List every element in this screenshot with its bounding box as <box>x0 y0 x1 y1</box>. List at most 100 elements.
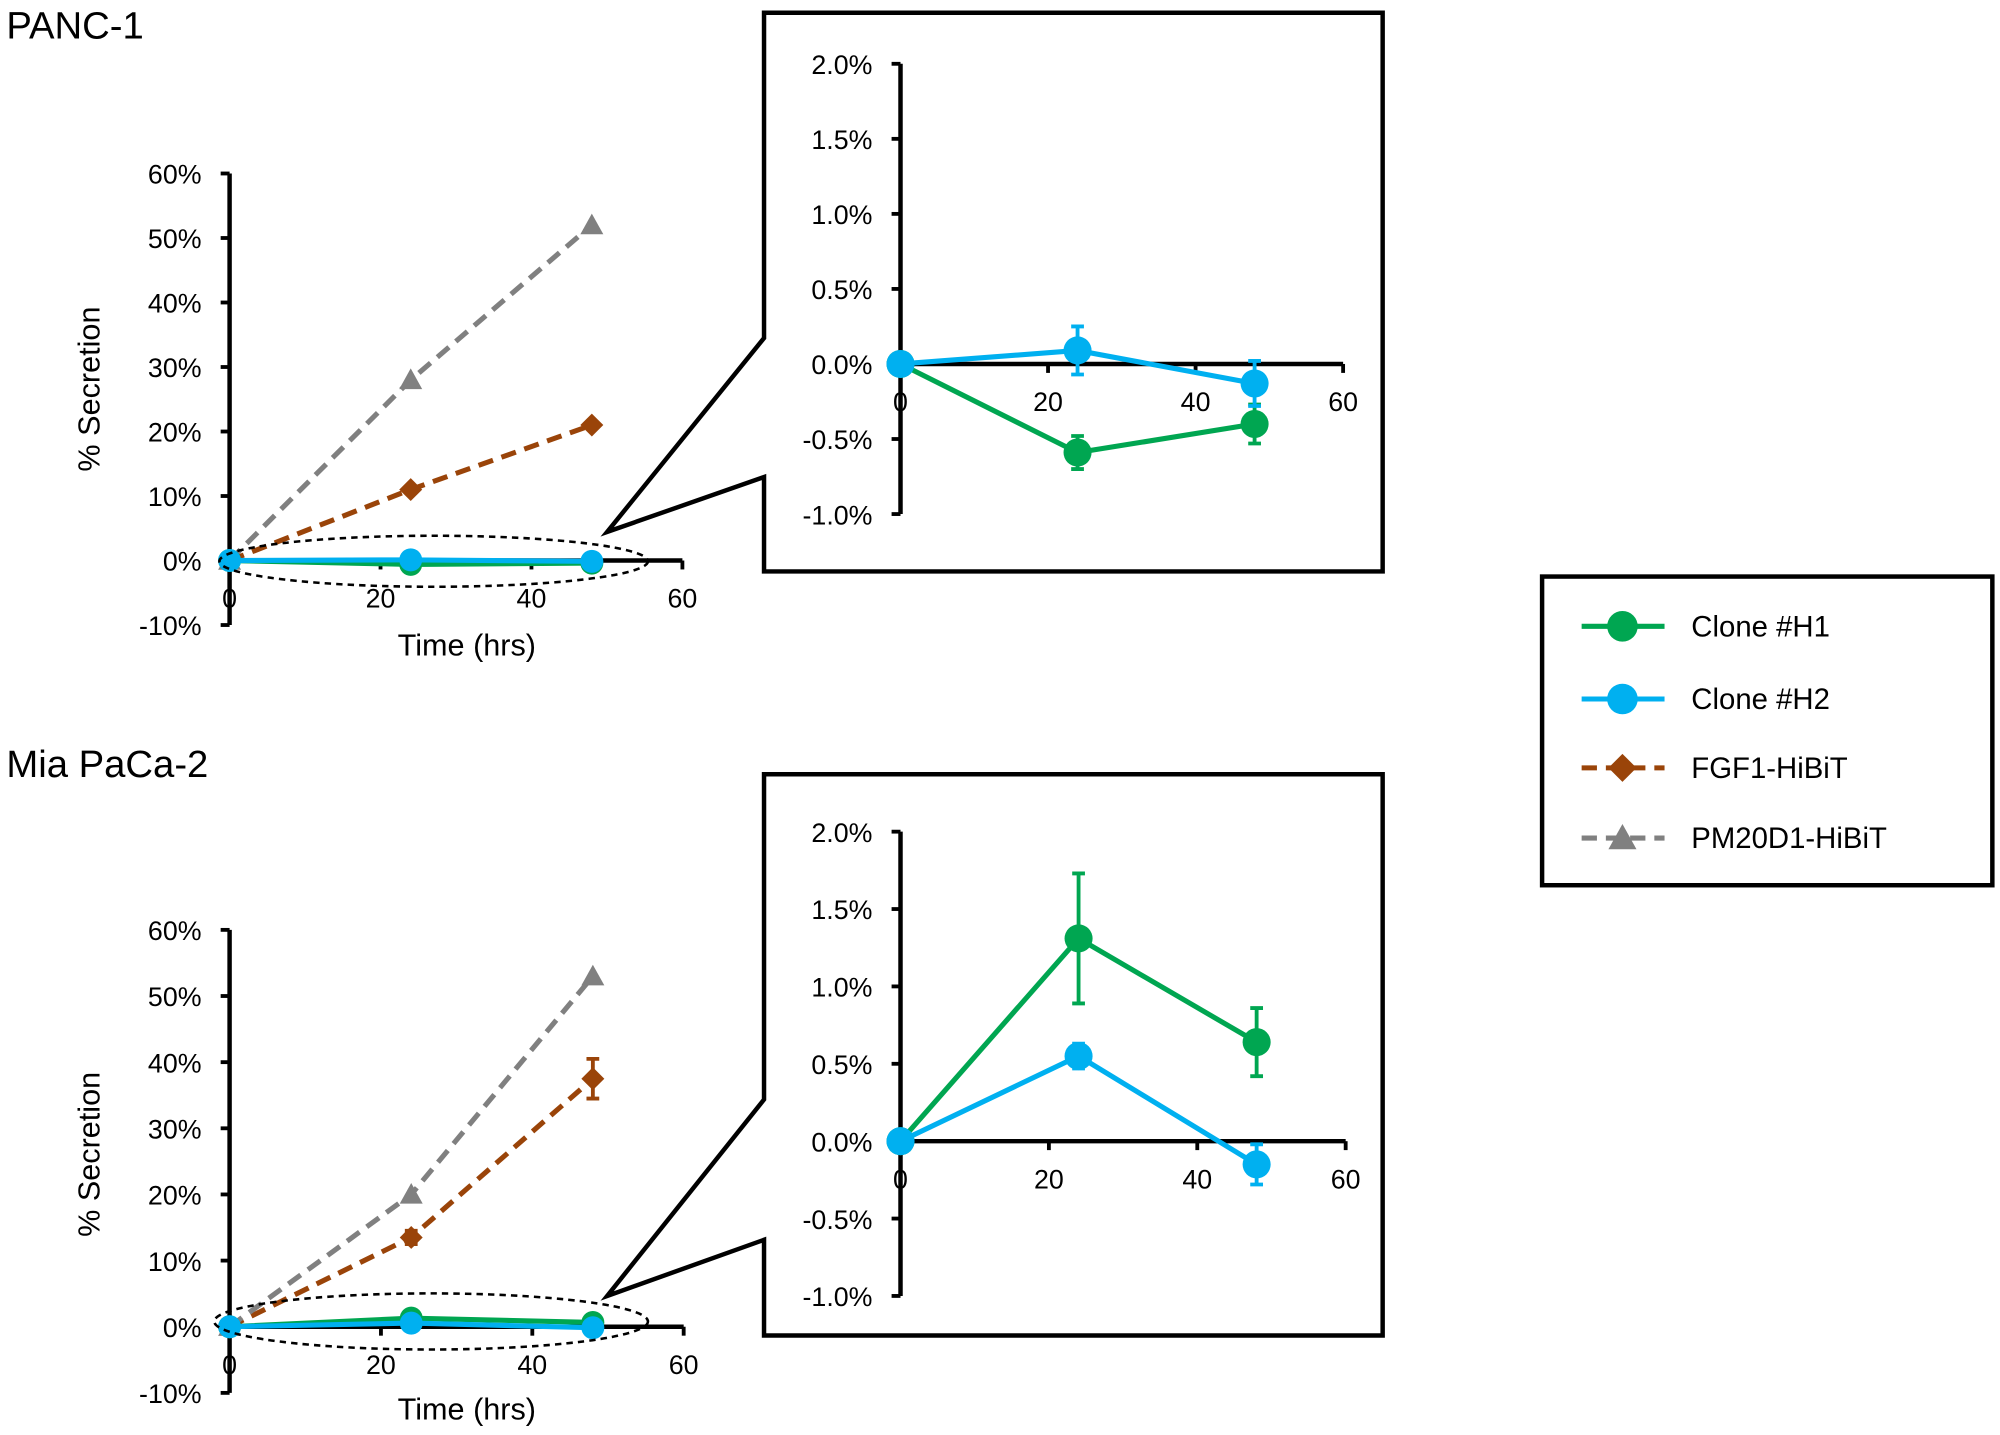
series-line-pm20d1-hibit <box>227 223 594 563</box>
y-tick-label: 50% <box>148 982 202 1012</box>
x-tick-label: 60 <box>1331 1164 1361 1194</box>
x-tick-label: 20 <box>1033 387 1063 417</box>
data-point-fgf1-hibit <box>399 1225 423 1249</box>
y-tick-label: 1.0% <box>811 973 872 1003</box>
y-tick-label: 40% <box>148 1048 202 1078</box>
x-axis-label-miapaca2: Time (hrs) <box>398 1393 536 1427</box>
y-tick-label: -10% <box>139 611 201 641</box>
y-tick-label: 1.5% <box>811 895 872 925</box>
legend-label: Clone #H1 <box>1691 611 1830 644</box>
panel-title-panc1: PANC-1 <box>6 4 143 47</box>
data-point-fgf1-hibit <box>580 413 604 437</box>
y-tick-label: 1.0% <box>811 200 872 230</box>
y-tick-label: 30% <box>148 1115 202 1145</box>
data-point-clone-h1 <box>1063 438 1092 467</box>
legend-marker-triangle <box>1608 824 1637 850</box>
y-tick-label: 60% <box>148 916 202 946</box>
data-point-clone-h1 <box>1064 924 1093 953</box>
legend-item-clone-h2: Clone #H2 <box>1581 683 1830 716</box>
y-tick-label: 0.5% <box>811 1050 872 1080</box>
plot-miapaca2-inset: 2.0% 1.5% 1.0% 0.5% 0.0% -0.5% -1.0% 0 20 40 60 <box>803 818 1361 1312</box>
data-point-clone-h2 <box>886 1127 915 1156</box>
y-tick-label: 2.0% <box>811 818 872 848</box>
inset-callout-panc1 <box>600 10 1385 574</box>
y-tick-label: -0.5% <box>803 425 873 455</box>
data-point-fgf1-hibit <box>581 1067 605 1091</box>
legend-label: PM20D1-HiBiT <box>1691 822 1887 855</box>
y-tick-label: -1.0% <box>803 1282 873 1312</box>
plot-panc1-inset: 2.0% 1.5% 1.0% 0.5% 0.0% -0.5% -1.0% 0 20 40 60 <box>803 50 1358 530</box>
y-tick-label: 40% <box>148 289 202 319</box>
x-tick-label: 40 <box>1181 387 1211 417</box>
x-tick-label: 60 <box>668 584 698 614</box>
data-point-pm20d1-hibit <box>580 213 604 235</box>
series-clone-h1 <box>886 871 1271 1156</box>
y-tick-label: 2.0% <box>811 50 872 80</box>
series-pm20d1-hibit <box>218 213 604 570</box>
y-tick-label: -10% <box>139 1379 201 1409</box>
y-axis-label-panc1: % Secretion <box>72 307 106 472</box>
zoom-region-ellipse <box>218 534 650 589</box>
y-tick-label: 0% <box>163 547 202 577</box>
legend-item-fgf1-hibit: FGF1-HiBiT <box>1581 752 1848 785</box>
x-tick-label: 20 <box>1034 1164 1064 1194</box>
y-tick-label: 1.5% <box>811 125 872 155</box>
data-point-clone-h2 <box>1242 1150 1271 1179</box>
y-tick-label: 0.0% <box>811 350 872 380</box>
x-tick-label: 20 <box>366 584 396 614</box>
data-point-clone-h2 <box>1240 369 1269 398</box>
y-tick-label: 20% <box>148 1181 202 1211</box>
x-tick-label: 0 <box>222 1350 237 1380</box>
x-tick-label: 60 <box>1328 387 1358 417</box>
y-tick-label: -0.5% <box>803 1205 873 1235</box>
legend-label: Clone #H2 <box>1691 683 1830 716</box>
x-tick-label: 40 <box>1182 1164 1212 1194</box>
series-fgf1-hibit <box>218 413 604 573</box>
series-clone-h2 <box>886 1041 1271 1187</box>
data-point-clone-h1 <box>1240 409 1269 439</box>
data-point-fgf1-hibit <box>399 478 423 502</box>
zoom-region-ellipse <box>213 1292 650 1351</box>
y-tick-label: 10% <box>148 482 202 512</box>
y-tick-label: 10% <box>148 1247 202 1277</box>
y-tick-label: 0% <box>163 1313 202 1343</box>
legend-item-pm20d1-hibit: PM20D1-HiBiT <box>1581 822 1887 855</box>
x-tick-label: 40 <box>517 584 547 614</box>
x-tick-label: 0 <box>893 1164 908 1194</box>
data-point-clone-h2 <box>1063 336 1092 365</box>
x-tick-label: 0 <box>893 387 908 417</box>
data-point-clone-h2 <box>399 548 423 572</box>
y-tick-label: 20% <box>148 418 202 448</box>
x-tick-label: 60 <box>669 1350 699 1380</box>
y-tick-label: 0.0% <box>811 1127 872 1157</box>
series-clone-h2 <box>218 548 604 573</box>
data-point-clone-h2 <box>886 349 915 379</box>
data-point-clone-h2 <box>399 1311 423 1335</box>
x-tick-label: 0 <box>222 584 237 614</box>
inset-callout-miapaca2 <box>600 772 1385 1338</box>
legend-marker-circle <box>1607 683 1638 715</box>
y-axis-label-miapaca2: % Secretion <box>72 1072 106 1237</box>
panel-title-miapaca2: Mia PaCa-2 <box>6 743 208 786</box>
x-axis-label-panc1: Time (hrs) <box>398 629 536 663</box>
data-point-clone-h1 <box>1242 1028 1271 1057</box>
y-tick-label: 50% <box>148 224 202 254</box>
data-point-pm20d1-hibit <box>399 1182 423 1204</box>
plot-miapaca2-main: 60% 50% 40% 30% 20% 10% 0% -10% 0 20 40 60 <box>139 916 699 1409</box>
legend-item-clone-h1: Clone #H1 <box>1581 610 1830 644</box>
data-point-clone-h2 <box>581 1316 605 1340</box>
data-point-clone-h2 <box>1064 1042 1093 1071</box>
y-tick-label: 0.5% <box>811 275 872 305</box>
plot-panc1-main: 60% 50% 40% 30% 20% 10% 0% -10% 0 20 40 60 <box>139 160 697 642</box>
series-line-pm20d1-hibit <box>228 974 595 1329</box>
data-point-pm20d1-hibit <box>399 368 423 390</box>
x-tick-label: 40 <box>517 1350 547 1380</box>
y-tick-label: 30% <box>148 353 202 383</box>
series-pm20d1-hibit <box>218 964 605 1336</box>
x-tick-label: 20 <box>366 1350 396 1380</box>
series-line-clone-h2 <box>899 1053 1258 1167</box>
series-clone-h2 <box>886 324 1269 408</box>
legend-marker-circle <box>1607 610 1638 642</box>
data-point-clone-h2 <box>580 549 604 573</box>
